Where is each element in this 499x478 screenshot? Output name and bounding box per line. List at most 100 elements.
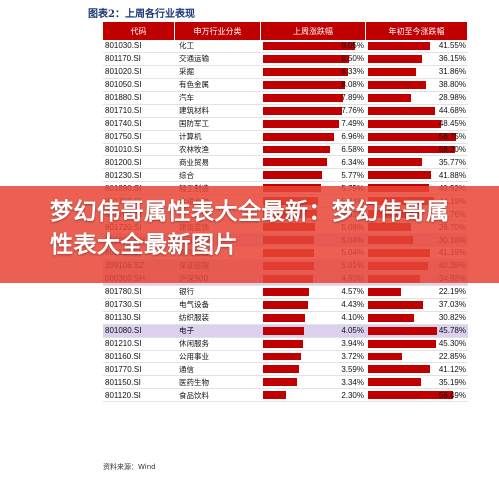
table-row: 801130.SI 纺织服装 4.10% 30.82% (103, 312, 468, 325)
ytd-change-value: 36.15% (438, 54, 466, 64)
ytd-change-bar (368, 119, 441, 128)
cell-week-change: 7.76% (261, 105, 366, 117)
cell-ytd-change: 48.45% (366, 118, 468, 130)
cell-week-change: 8.33% (261, 66, 366, 78)
ytd-change-value: 30.82% (438, 313, 466, 323)
week-change-bar (263, 313, 305, 322)
cell-industry: 通信 (179, 364, 194, 374)
cell-industry: 有色金属 (179, 80, 209, 90)
ytd-change-value: 41.88% (438, 170, 466, 180)
cell-ytd-change: 38.80% (366, 79, 468, 91)
table-row: 801750.SI 计算机 6.96% 58.75% (103, 131, 468, 144)
ytd-change-bar (368, 67, 416, 76)
ytd-change-bar (368, 106, 435, 115)
cell-week-change: 3.59% (261, 363, 366, 375)
week-change-bar (263, 54, 350, 63)
cell-ytd-change: 45.78% (366, 325, 468, 337)
week-change-value: 7.49% (341, 119, 364, 129)
cell-week-change: 7.89% (261, 92, 366, 104)
cell-ytd-change: 36.15% (366, 53, 468, 65)
ytd-change-bar (368, 42, 431, 50)
ytd-change-value: 58.75% (438, 132, 466, 142)
week-change-value: 6.58% (341, 144, 364, 154)
ytd-change-bar (368, 171, 431, 180)
week-change-value: 4.05% (341, 326, 364, 336)
week-change-bar (263, 119, 340, 128)
ytd-change-bar (368, 378, 421, 387)
ytd-change-bar (368, 326, 437, 335)
overlay-banner[interactable] (0, 186, 499, 283)
header-code: 代码 (103, 22, 175, 40)
cell-industry: 农林牧渔 (179, 144, 209, 154)
cell-code: 801130.SI (105, 313, 141, 323)
cell-code: 801150.SI (105, 377, 141, 387)
week-change-bar (263, 42, 355, 50)
table-header: 代码 申万行业分类 上周涨跌幅 年初至今涨跌幅 (103, 22, 468, 40)
table-row: 801230.SI 综合 5.77% 41.88% (103, 169, 468, 183)
table-row: 801150.SI 医药生物 3.34% 35.19% (103, 376, 468, 390)
week-change-bar (263, 300, 309, 309)
ytd-change-bar (368, 287, 402, 296)
cell-code: 801880.SI (105, 93, 142, 103)
week-change-value: 8.08% (341, 80, 364, 90)
cell-code: 801120.SI (105, 390, 141, 400)
ytd-change-bar (368, 80, 427, 89)
week-change-value: 9.05% (341, 41, 364, 51)
cell-code: 801770.SI (105, 364, 142, 374)
week-change-bar (263, 378, 297, 387)
ytd-change-value: 22.19% (438, 287, 466, 297)
ytd-change-value: 45.30% (438, 339, 466, 349)
table-row: 801010.SI 农林牧渔 6.58% 58.20% (103, 144, 468, 157)
table-row: 801780.SI 银行 4.57% 22.19% (103, 286, 468, 299)
week-change-value: 6.96% (341, 132, 364, 142)
cell-industry: 交通运输 (179, 54, 209, 64)
ytd-change-bar (368, 145, 456, 154)
ytd-change-value: 44.68% (438, 106, 466, 116)
table-row: 801210.SI 休闲服务 3.94% 45.30% (103, 338, 468, 351)
cell-ytd-change: 28.98% (366, 92, 468, 104)
ytd-change-value: 22.85% (438, 351, 466, 361)
week-change-bar (263, 171, 322, 180)
table-row: 801160.SI 公用事业 3.72% 22.85% (103, 351, 468, 364)
ytd-change-value: 41.55% (438, 41, 466, 51)
ytd-change-value: 41.12% (438, 364, 466, 374)
week-change-value: 4.57% (341, 287, 364, 297)
table-row: 801730.SI 电气设备 4.43% 37.03% (103, 299, 468, 312)
cell-code: 801050.SI (105, 80, 142, 90)
cell-ytd-change: 35.77% (366, 156, 468, 168)
cell-industry: 电子 (179, 326, 194, 336)
cell-code: 801200.SI (105, 157, 142, 167)
ytd-change-bar (368, 300, 424, 309)
cell-week-change: 3.34% (261, 376, 366, 388)
cell-ytd-change: 22.85% (366, 351, 468, 363)
header-ytd-change: 年初至今涨跌幅 (366, 22, 468, 40)
ytd-change-value: 58.20% (438, 144, 466, 154)
week-change-value: 3.72% (341, 351, 364, 361)
cell-industry: 化工 (179, 41, 194, 51)
ytd-change-value: 48.45% (438, 119, 466, 129)
table-row: 801770.SI 通信 3.59% 41.12% (103, 363, 468, 377)
ytd-change-value: 35.19% (438, 377, 466, 387)
table-row: 801050.SI 有色金属 8.08% 38.80% (103, 79, 468, 92)
banner-headline[interactable]: 梦幻伟哥属性表大全最新：梦幻伟哥属性表大全最新图片 (50, 199, 450, 258)
cell-industry: 纺织服装 (179, 313, 209, 323)
cell-code: 801780.SI (105, 287, 142, 297)
week-change-bar (263, 352, 301, 361)
week-change-value: 5.77% (341, 170, 364, 180)
cell-industry: 建筑材料 (179, 106, 209, 116)
cell-code: 801740.SI (105, 119, 142, 129)
cell-code: 801730.SI (105, 300, 142, 310)
table-row: 801170.SI 交通运输 8.50% 36.15% (103, 53, 468, 66)
cell-industry: 汽车 (179, 93, 194, 103)
ytd-change-value: 31.86% (438, 67, 466, 77)
table-row: 801710.SI 建筑材料 7.76% 44.68% (103, 105, 468, 118)
cell-ytd-change: 35.19% (366, 376, 468, 388)
week-change-value: 4.10% (341, 313, 364, 323)
week-change-bar (263, 145, 330, 154)
week-change-bar (263, 106, 342, 115)
cell-code: 801080.SI (105, 326, 142, 336)
cell-ytd-change: 30.82% (366, 312, 468, 324)
cell-week-change: 8.50% (261, 53, 366, 65)
cell-industry: 银行 (179, 287, 194, 297)
cell-industry: 医药生物 (179, 377, 209, 387)
